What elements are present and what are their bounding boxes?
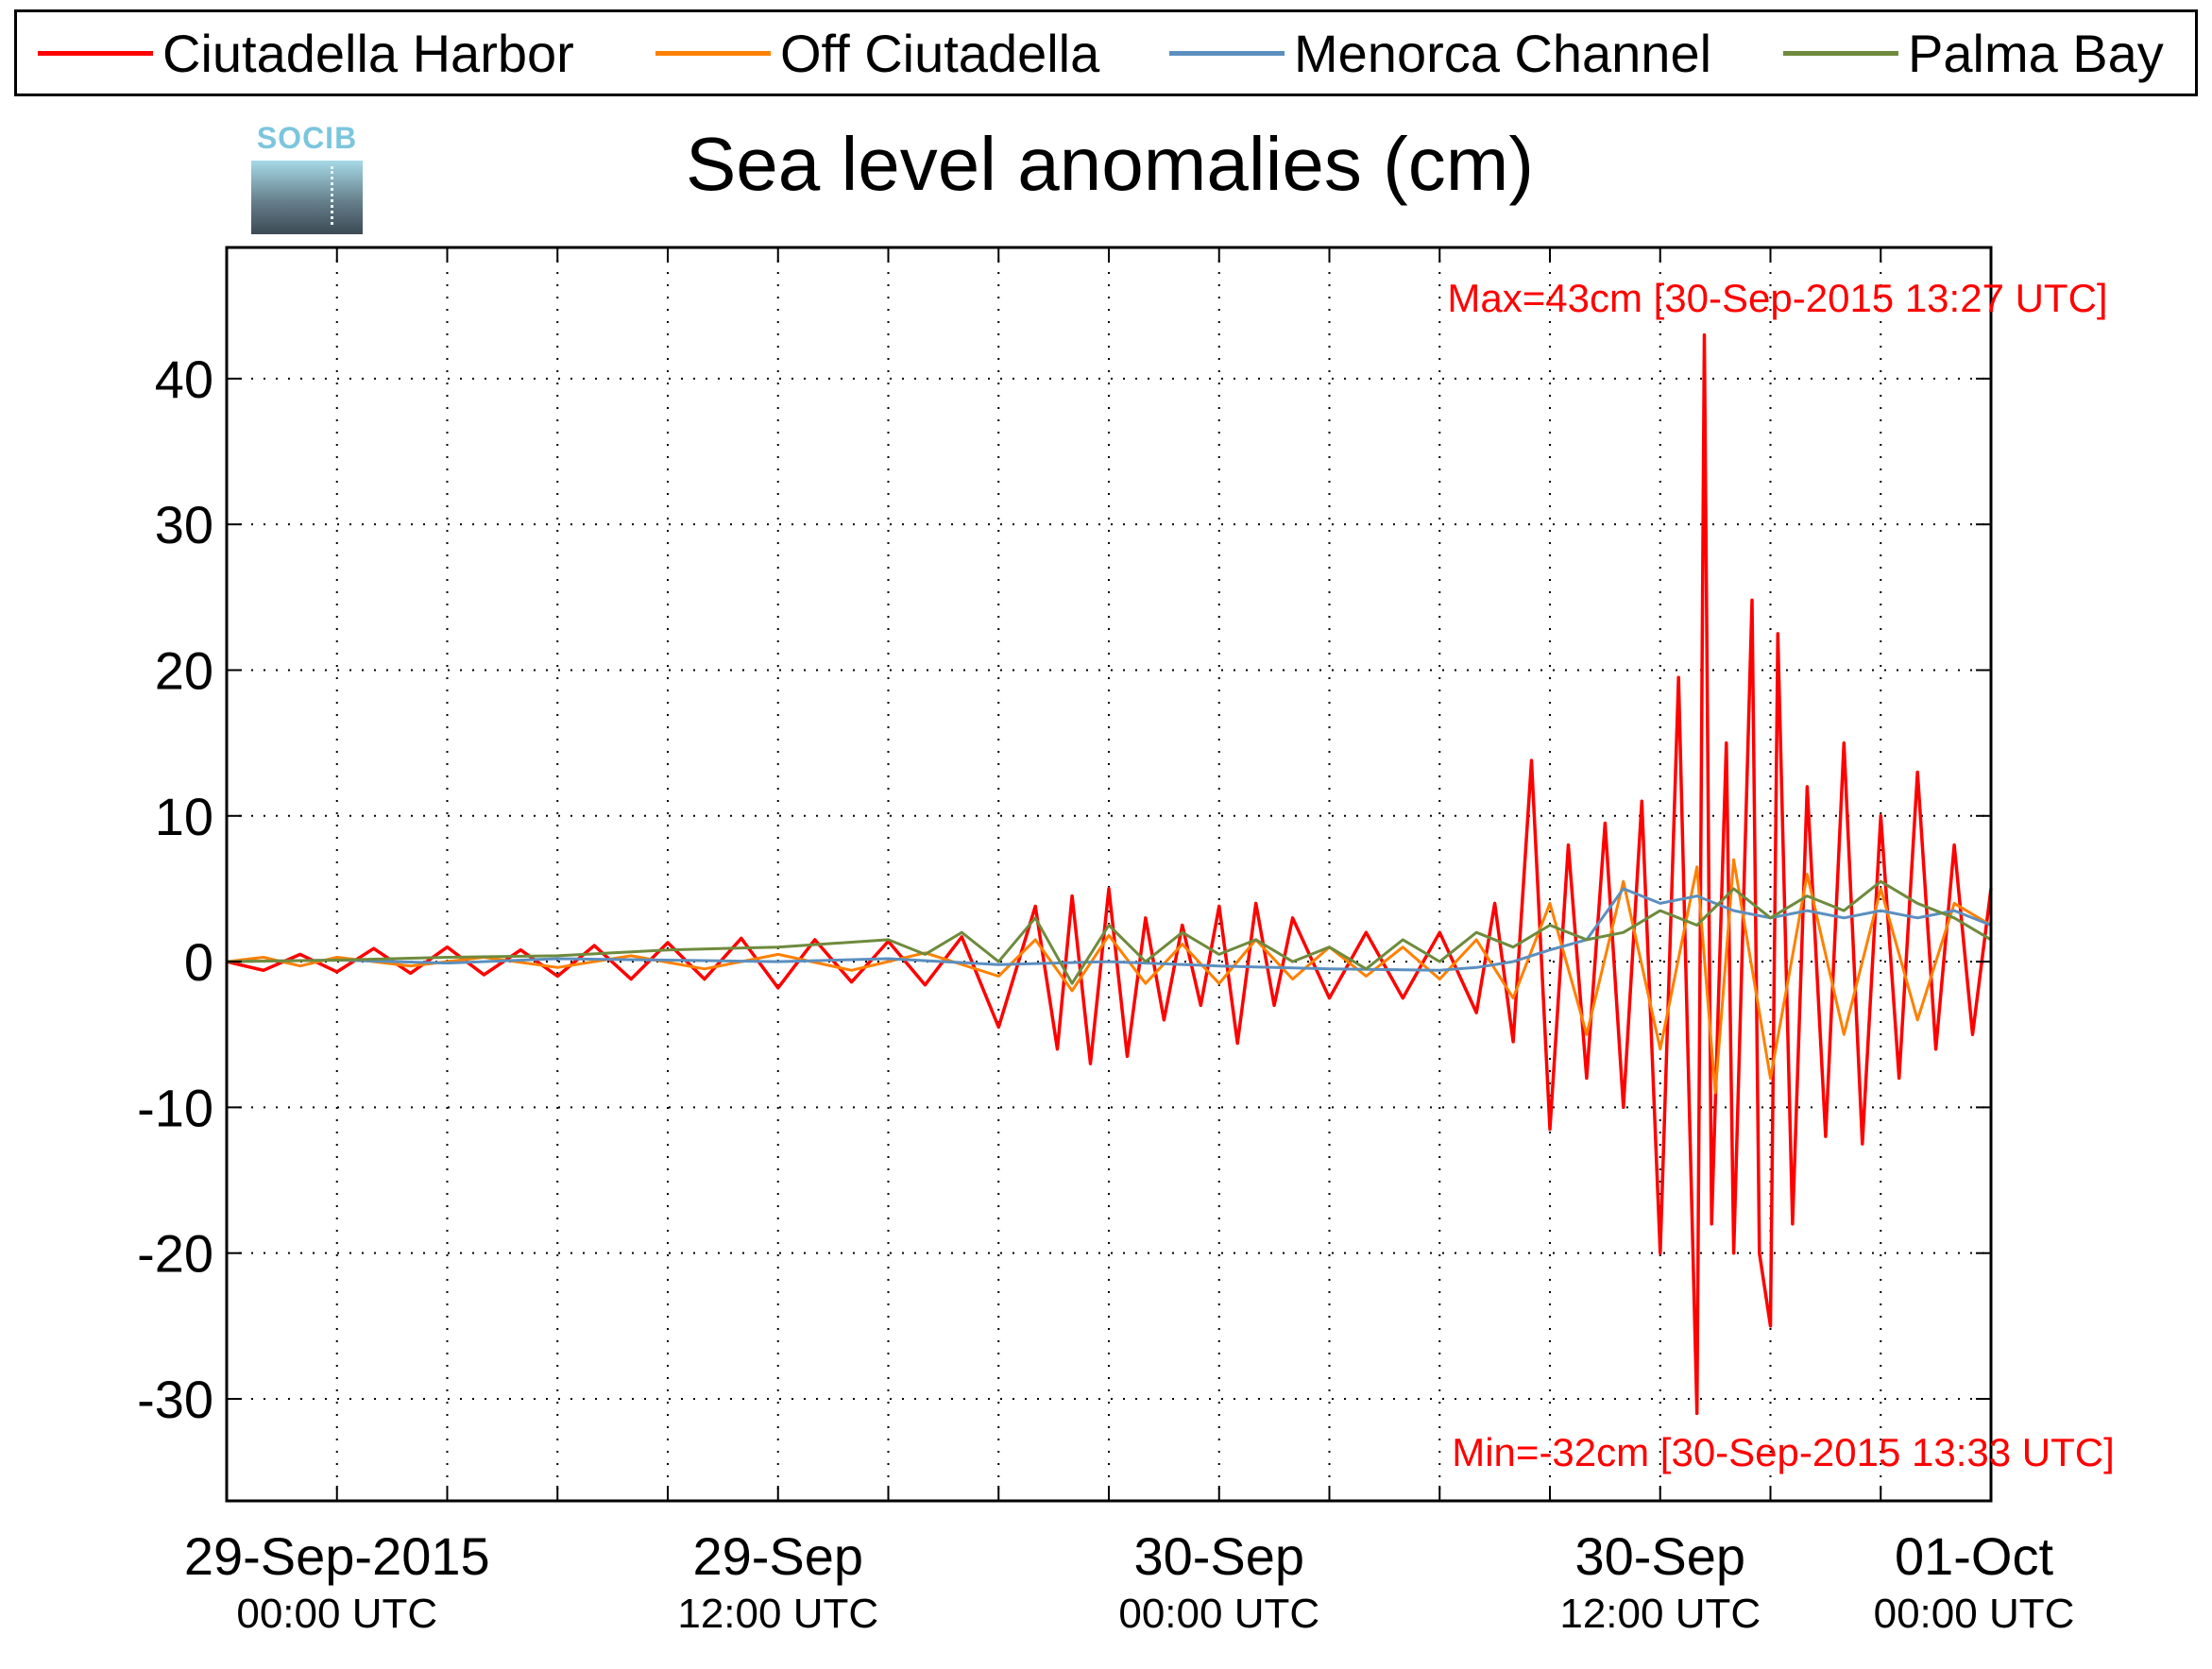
min-annotation: Min=-32cm [30-Sep-2015 13:33 UTC] — [1452, 1430, 2115, 1474]
y-tick-label: -20 — [137, 1224, 213, 1284]
legend-item: Menorca Channel — [1169, 12, 1711, 94]
x-tick-label-date: 30-Sep — [1574, 1526, 1745, 1586]
x-tick-labels: 29-Sep-2015 00:00 UTC 29-Sep 12:00 UTC 30-Se… — [184, 1526, 2075, 1637]
y-tick-label: -30 — [137, 1370, 213, 1429]
series-line — [226, 887, 1992, 972]
chart-title: Sea level anomalies (cm) — [685, 122, 1535, 206]
tick-marks — [227, 247, 1991, 1501]
series-line — [226, 879, 1992, 985]
x-tick-label-time: 00:00 UTC — [1874, 1591, 2075, 1637]
legend-label: Ciutadella Harbor — [162, 23, 574, 83]
series-layer — [226, 332, 1993, 1416]
x-tick-label-date: 30-Sep — [1133, 1526, 1304, 1586]
x-tick-label-date: 29-Sep-2015 — [184, 1526, 490, 1586]
legend-item: Palma Bay — [1783, 12, 2164, 94]
legend-label: Menorca Channel — [1294, 23, 1712, 83]
legend-swatch — [655, 50, 771, 56]
logo-wave-block — [251, 161, 363, 234]
legend-item: Off Ciutadella — [655, 12, 1099, 94]
y-tick-label: 30 — [155, 495, 213, 554]
legend-item: Ciutadella Harbor — [38, 12, 574, 94]
legend-label: Palma Bay — [1908, 23, 2164, 83]
logo-text: SOCIB — [256, 121, 358, 155]
x-tick-label-time: 00:00 UTC — [1118, 1591, 1319, 1637]
socib-logo: SOCIB — [251, 121, 363, 234]
y-tick-label: 10 — [155, 787, 213, 846]
x-tick-label-date: 01-Oct — [1895, 1526, 2053, 1586]
y-tick-labels: 40 30 20 10 0 -10 -20 -30 — [137, 349, 213, 1429]
logo-dotted-line — [331, 166, 333, 225]
y-tick-label: 40 — [155, 349, 213, 409]
x-tick-label-time: 00:00 UTC — [236, 1591, 437, 1637]
legend-label: Off Ciutadella — [780, 23, 1100, 83]
x-tick-label-time: 12:00 UTC — [1559, 1591, 1761, 1637]
y-tick-label: 0 — [184, 932, 213, 992]
legend-swatch — [1169, 50, 1285, 56]
legend-swatch — [1783, 50, 1898, 56]
y-tick-label: 20 — [155, 640, 213, 700]
legend: Ciutadella Harbor Off Ciutadella Menorca C… — [14, 9, 2198, 96]
y-tick-label: -10 — [137, 1078, 213, 1137]
grid-lines — [227, 247, 1991, 1501]
x-tick-label-date: 29-Sep — [692, 1526, 863, 1586]
x-tick-label-time: 12:00 UTC — [677, 1591, 878, 1637]
legend-swatch — [38, 50, 153, 56]
max-annotation: Max=43cm [30-Sep-2015 13:27 UTC] — [1447, 276, 2107, 320]
